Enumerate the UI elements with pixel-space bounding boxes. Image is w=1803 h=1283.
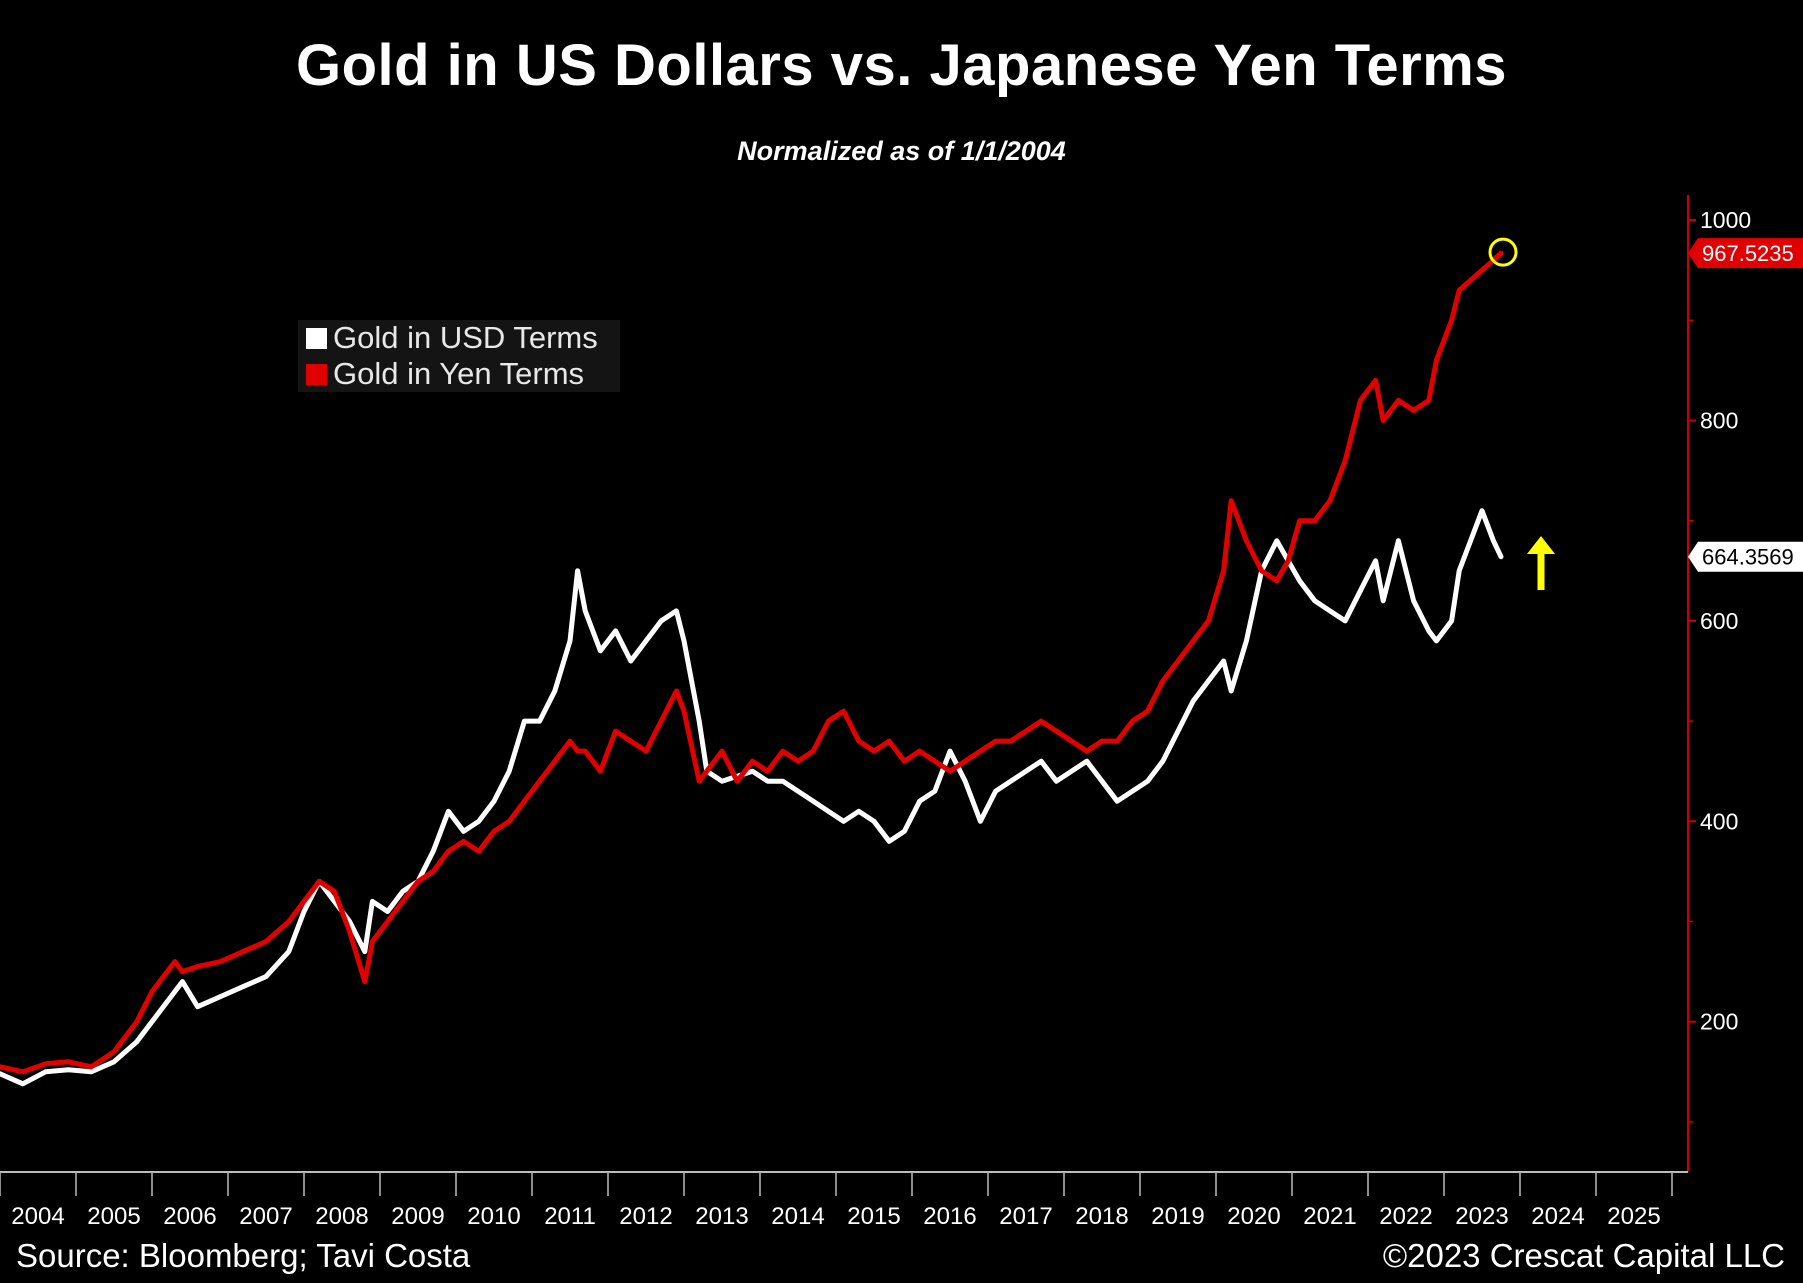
series-usd-line: [0, 508, 1504, 1087]
y-tick-label: 400: [1700, 808, 1738, 834]
x-tick-label: 2022: [1379, 1203, 1432, 1230]
legend: Gold in USD Terms Gold in Yen Terms: [298, 320, 620, 392]
series-yen-line: [0, 250, 1504, 1075]
last-value-flag-yen: 967.5235: [1688, 238, 1803, 269]
legend-swatch-yen: [306, 364, 327, 385]
x-tick-label: 2020: [1227, 1203, 1280, 1230]
x-tick-label: 2011: [544, 1203, 596, 1230]
x-tick-label: 2018: [1075, 1203, 1128, 1230]
last-value-flag-usd: 664.3569: [1688, 541, 1803, 572]
chart-title: Gold in US Dollars vs. Japanese Yen Term…: [295, 33, 1508, 98]
x-tick-label: 2010: [467, 1203, 520, 1230]
x-tick-label: 2007: [239, 1203, 292, 1230]
x-tick-label: 2024: [1531, 1203, 1584, 1230]
x-tick-label: 2019: [1151, 1203, 1204, 1230]
x-tick-label: 2004: [11, 1203, 64, 1230]
highlight-circle: [1488, 237, 1518, 267]
chart-annotations: [1488, 237, 1555, 590]
x-tick-label: 2012: [619, 1203, 672, 1230]
y-tick-label: 1000: [1700, 207, 1751, 233]
last-value-label: 967.5235: [1702, 241, 1794, 266]
x-tick-label: 2021: [1303, 1203, 1356, 1230]
x-tick-label: 2025: [1607, 1203, 1660, 1230]
legend-label-yen: Gold in Yen Terms: [333, 356, 585, 391]
x-tick-label: 2005: [87, 1203, 140, 1230]
legend-item-yen: Gold in Yen Terms: [306, 356, 584, 392]
x-tick-label: 2015: [847, 1203, 900, 1230]
x-tick-label: 2016: [923, 1203, 976, 1230]
y-tick-label: 200: [1700, 1009, 1738, 1035]
copyright-note: ©2023 Crescat Capital LLC: [1382, 1237, 1785, 1274]
chart-axes: 200 400 600 800 1000 2004 2005 2006 2007 2008 2009…: [0, 195, 1751, 1230]
x-tick-label: 2013: [695, 1203, 748, 1230]
y-tick-label: 600: [1700, 608, 1738, 634]
x-tick-label: 2017: [999, 1203, 1052, 1230]
legend-item-usd: Gold in USD Terms: [306, 320, 598, 356]
x-tick-label: 2014: [771, 1203, 824, 1230]
legend-label-usd: Gold in USD Terms: [333, 320, 598, 355]
chart-subtitle: Normalized as of 1/1/2004: [737, 136, 1066, 166]
legend-swatch-usd: [306, 328, 327, 349]
last-value-label: 664.3569: [1702, 545, 1794, 570]
x-tick-label: 2006: [163, 1203, 216, 1230]
last-value-flag-bg: [1688, 541, 1803, 572]
x-tick-label: 2009: [391, 1203, 444, 1230]
x-tick-label: 2008: [315, 1203, 368, 1230]
y-tick-label: 800: [1700, 407, 1738, 433]
source-note: Source: Bloomberg; Tavi Costa: [16, 1237, 471, 1274]
series-layer: 664.3569 967.5235: [0, 238, 1803, 1087]
x-tick-label: 2023: [1455, 1203, 1508, 1230]
last-value-flag-bg: [1688, 238, 1803, 269]
up-arrow-head: [1527, 536, 1555, 554]
